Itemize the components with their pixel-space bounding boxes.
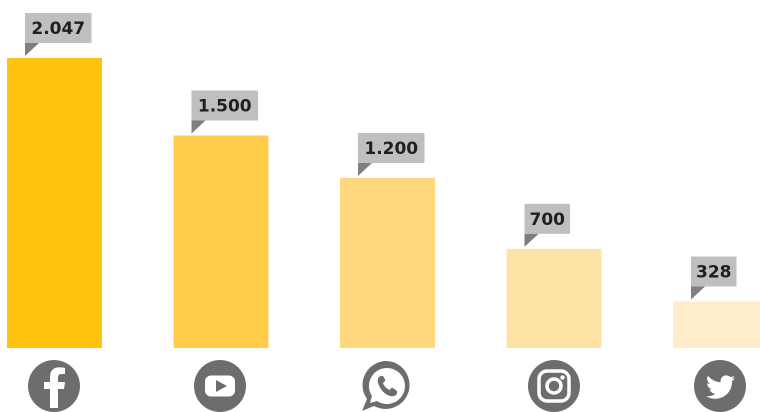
data-label-whatsapp: 1.200 <box>358 132 425 176</box>
whatsapp-icon <box>362 360 410 411</box>
data-label-pointer <box>191 120 206 134</box>
bar-youtube <box>173 135 269 348</box>
data-label-instagram: 700 <box>524 203 570 247</box>
data-label-box <box>524 203 570 234</box>
data-labels-group: 2.047 1.500 1.200 700 328 <box>25 13 737 300</box>
data-label-pointer <box>358 162 372 176</box>
data-label-box <box>25 13 92 43</box>
data-label-text: 328 <box>696 263 732 283</box>
instagram-icon <box>528 360 580 412</box>
data-label-pointer <box>25 43 39 56</box>
bar-twitter <box>673 301 760 348</box>
data-label-text: 1.200 <box>364 139 418 159</box>
data-label-box <box>691 256 737 287</box>
bars-group <box>7 58 760 348</box>
data-label-text: 1.500 <box>198 96 252 116</box>
data-label-pointer <box>524 233 539 247</box>
data-label-twitter: 328 <box>691 256 737 300</box>
facebook-icon <box>28 360 80 412</box>
bar-instagram <box>506 248 602 348</box>
data-label-box <box>358 132 425 163</box>
data-label-text: 2.047 <box>31 19 85 39</box>
platform-icons <box>28 360 746 412</box>
bar-facebook <box>7 58 102 348</box>
data-label-pointer <box>691 286 705 300</box>
bar-whatsapp <box>340 177 435 348</box>
data-label-text: 700 <box>530 210 566 230</box>
youtube-icon <box>194 360 246 412</box>
data-label-facebook: 2.047 <box>25 13 92 56</box>
data-label-box <box>191 90 258 121</box>
twitter-icon <box>694 360 746 412</box>
data-label-youtube: 1.500 <box>191 90 258 134</box>
